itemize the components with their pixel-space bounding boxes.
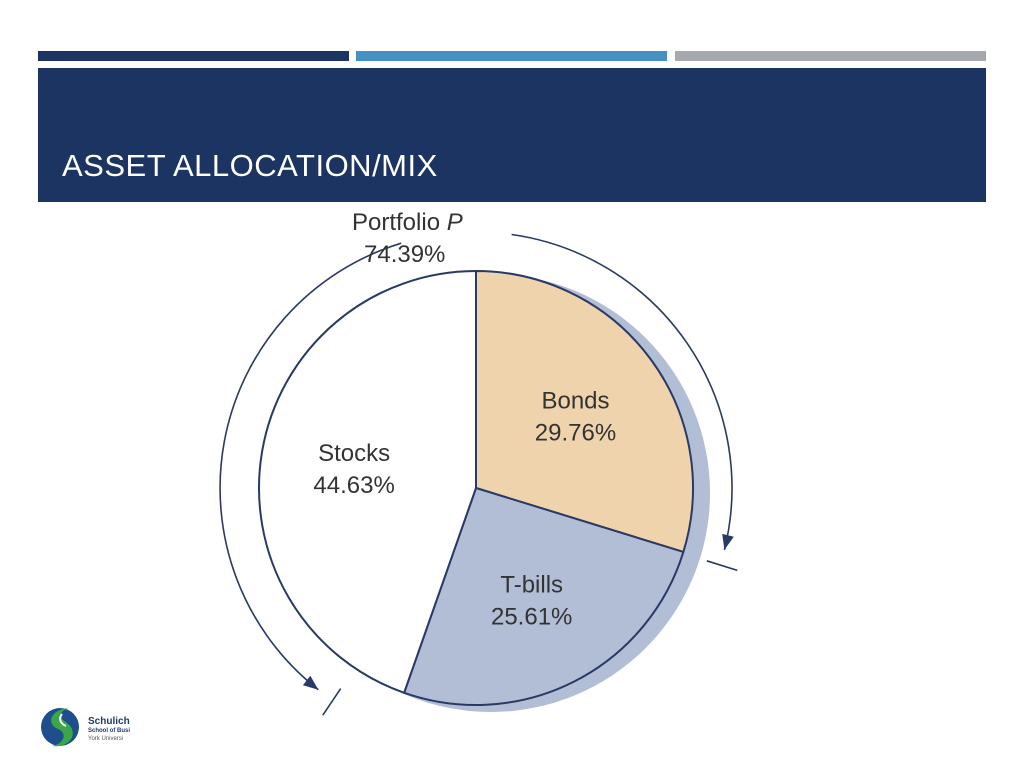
slice-value-stocks: 44.63% <box>313 472 394 499</box>
top-bar-navy <box>38 51 349 61</box>
portfolio-end-tick-right <box>706 560 738 572</box>
portfolio-arrowhead-right <box>722 533 734 550</box>
slice-value-t-bills: 25.61% <box>491 603 572 630</box>
slice-value-bonds: 29.76% <box>535 420 616 447</box>
portfolio-arc-left <box>219 242 402 691</box>
slide-title: ASSET ALLOCATION/MIX <box>62 148 438 183</box>
top-bar-blue <box>356 51 667 61</box>
slice-label-t-bills: T-bills <box>500 571 563 598</box>
logo-name: Schulich <box>88 716 130 727</box>
pie-slice-stocks <box>258 270 477 694</box>
title-banner: ASSET ALLOCATION/MIX <box>38 68 986 202</box>
pie-slice-t-bills <box>403 487 685 706</box>
schulich-logo: Schulich School of Busi York Universi <box>38 702 148 752</box>
portfolio-value: 74.39% <box>364 241 445 268</box>
top-bar-gray <box>675 51 986 61</box>
portfolio-end-tick-left <box>322 688 342 716</box>
portfolio-arrowhead-left <box>302 675 319 690</box>
slice-label-stocks: Stocks <box>318 440 390 467</box>
slice-label-bonds: Bonds <box>541 388 609 415</box>
portfolio-label: Portfolio P <box>352 209 463 236</box>
logo-school: School of Busi <box>88 728 130 734</box>
portfolio-arc-right <box>511 233 733 551</box>
schulich-emblem-icon <box>41 708 79 747</box>
logo-university: York Universi <box>88 736 124 742</box>
pie-slice-bonds <box>475 270 694 553</box>
